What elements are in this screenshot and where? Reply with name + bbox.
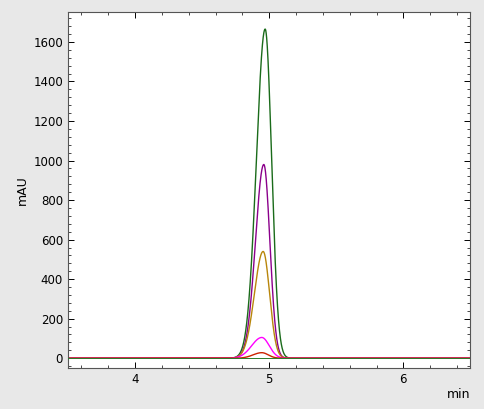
Text: min: min: [446, 388, 469, 401]
Y-axis label: mAU: mAU: [16, 175, 29, 205]
